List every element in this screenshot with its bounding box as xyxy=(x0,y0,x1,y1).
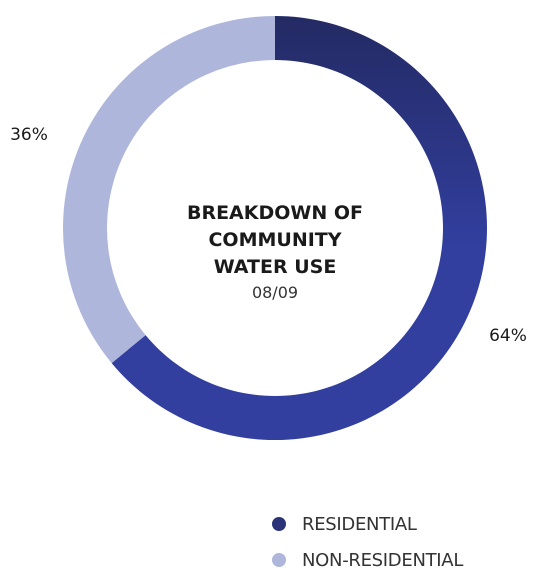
legend-item-non-residential: NON-RESIDENTIAL xyxy=(272,542,532,578)
chart-title-line-3: WATER USE xyxy=(214,256,337,278)
legend-swatch-non-residential xyxy=(272,553,286,567)
chart-subtitle: 08/09 xyxy=(252,283,298,302)
value-label-residential: 64% xyxy=(489,326,527,346)
donut-slices xyxy=(62,16,487,440)
value-label-non-residential: 36% xyxy=(10,125,48,145)
legend-label-residential: RESIDENTIAL xyxy=(302,513,417,535)
chart-title-line-2: COMMUNITY xyxy=(208,229,341,251)
center-title-block: BREAKDOWN OF COMMUNITY WATER USE 08/09 xyxy=(187,202,363,302)
chart-title-line-1: BREAKDOWN OF xyxy=(187,202,363,224)
legend-label-non-residential: NON-RESIDENTIAL xyxy=(302,549,464,571)
donut-slice-residential xyxy=(111,16,487,440)
donut-slice-non-residential xyxy=(62,16,275,364)
legend-swatch-residential xyxy=(272,517,286,531)
legend-item-residential: RESIDENTIAL xyxy=(272,506,532,542)
legend: RESIDENTIAL NON-RESIDENTIAL xyxy=(272,506,532,578)
